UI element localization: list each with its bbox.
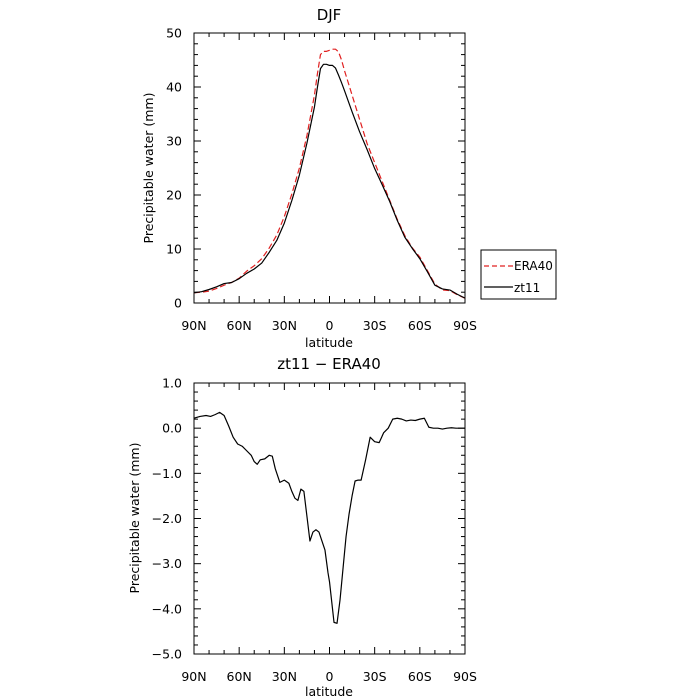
y-tick-label: 40 [166, 80, 182, 95]
plot-frame [193, 382, 466, 655]
plot-frame [193, 32, 466, 304]
x-tick-label: 30S [363, 669, 387, 684]
x-tick-label: 60S [408, 669, 432, 684]
chart-title: DJF [317, 6, 342, 24]
x-tick-label: 0 [326, 318, 334, 333]
y-tick-label: 1.0 [162, 376, 182, 391]
y-tick-label: −5.0 [152, 647, 182, 662]
x-tick-label: 30N [272, 669, 297, 684]
x-tick-label: 60N [227, 318, 252, 333]
series-line-era40 [193, 48, 466, 299]
y-axis-label: Precipitable water (mm) [127, 443, 142, 594]
y-tick-label: −4.0 [152, 601, 182, 616]
series-lines [193, 411, 465, 624]
x-axis-label: latitude [305, 335, 353, 350]
chart-title: zt11 − ERA40 [277, 355, 381, 373]
y-tick-labels: 1.0 0.0 −1.0 −2.0 −3.0 −4.0 −5.0 [152, 376, 182, 662]
chart-djf: DJF 90N 60N 30N 0 30S 60S 90S 0 10 20 30 40 50 lati… [141, 6, 477, 350]
tick-marks [193, 32, 466, 304]
x-tick-label: 90N [181, 669, 206, 684]
x-tick-labels: 90N 60N 30N 0 30S 60S 90S [181, 669, 477, 684]
legend-label-era40: ERA40 [514, 259, 553, 273]
y-tick-label: 20 [166, 188, 182, 203]
x-axis-label: latitude [305, 684, 353, 699]
x-tick-label: 60S [408, 318, 432, 333]
y-tick-labels: 0 10 20 30 40 50 [166, 26, 182, 311]
y-tick-label: 50 [166, 26, 182, 41]
legend-label-zt11: zt11 [514, 281, 540, 295]
legend-box [480, 249, 557, 300]
y-tick-label: 0 [174, 296, 182, 311]
y-tick-label: 10 [166, 242, 182, 257]
y-tick-label: −2.0 [152, 511, 182, 526]
y-tick-label: 30 [166, 134, 182, 149]
series-line-difference [193, 411, 465, 624]
x-tick-label: 0 [326, 669, 334, 684]
x-tick-label: 60N [227, 669, 252, 684]
x-tick-label: 30S [363, 318, 387, 333]
y-tick-label: −3.0 [152, 556, 182, 571]
x-tick-label: 90N [181, 318, 206, 333]
chart-difference: zt11 − ERA40 90N 60N 30N 0 30S 60S 90S 1.0 0.0 −… [127, 355, 477, 699]
y-tick-label: 0.0 [162, 421, 182, 436]
x-tick-label: 90S [453, 318, 477, 333]
legend: ERA40 zt11 [480, 249, 557, 300]
x-tick-label: 30N [272, 318, 297, 333]
series-line-zt11 [193, 63, 466, 299]
series-lines [193, 48, 466, 299]
tick-marks [193, 382, 466, 655]
y-tick-label: −1.0 [152, 466, 182, 481]
x-tick-label: 90S [453, 669, 477, 684]
x-tick-labels: 90N 60N 30N 0 30S 60S 90S [181, 318, 477, 333]
y-axis-label: Precipitable water (mm) [141, 93, 156, 244]
